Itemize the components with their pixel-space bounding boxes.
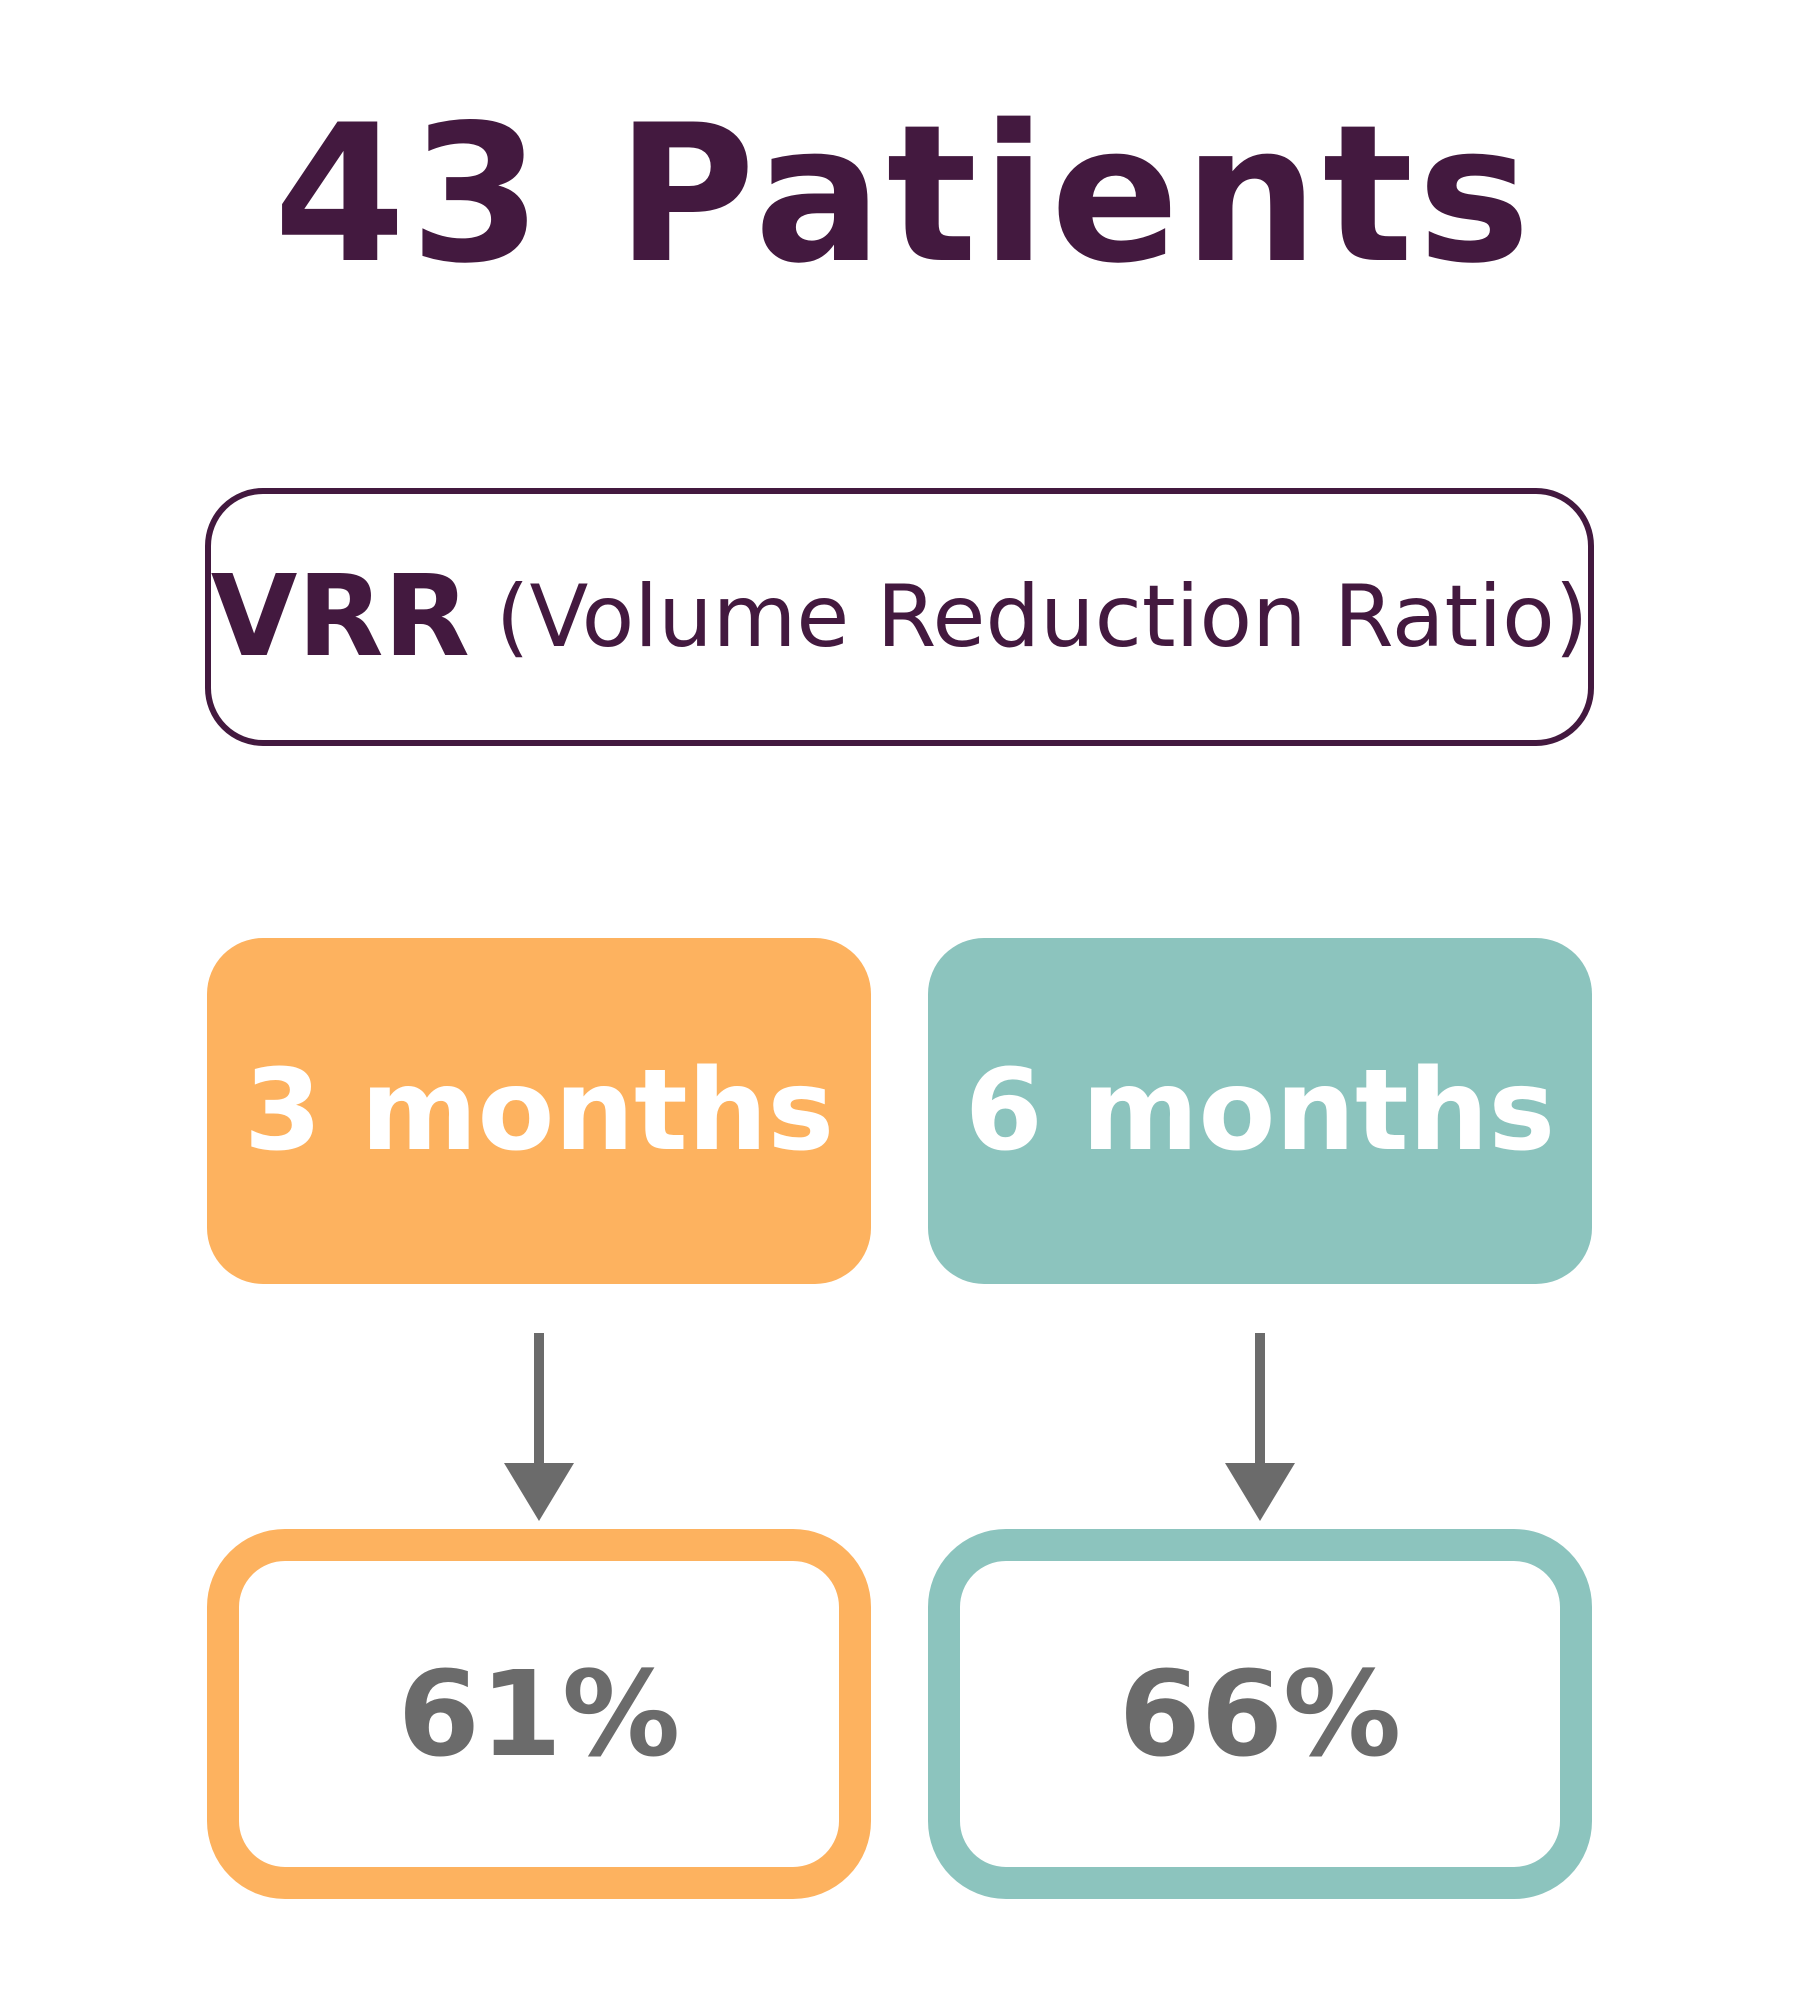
timepoint-label: 6 months bbox=[964, 1046, 1556, 1176]
down-arrow-icon bbox=[1225, 1333, 1295, 1521]
arrow-shaft bbox=[1255, 1333, 1265, 1468]
result-value: 66% bbox=[1118, 1645, 1402, 1783]
arrow-head bbox=[1225, 1463, 1295, 1521]
timepoint-box-3-months: 3 months bbox=[207, 938, 871, 1284]
vrr-abbreviation: VRR bbox=[210, 552, 470, 682]
arrow-shaft bbox=[534, 1333, 544, 1468]
page-title: 43 Patients bbox=[273, 84, 1535, 305]
timepoint-box-6-months: 6 months bbox=[928, 938, 1592, 1284]
result-box-6-months: 66% bbox=[928, 1529, 1592, 1899]
down-arrow-icon bbox=[504, 1333, 574, 1521]
timepoint-label: 3 months bbox=[243, 1046, 835, 1176]
arrow-head bbox=[504, 1463, 574, 1521]
vrr-definition-box: VRR (Volume Reduction Ratio) bbox=[205, 488, 1594, 746]
vrr-full-name: (Volume Reduction Ratio) bbox=[495, 567, 1589, 667]
result-value: 61% bbox=[397, 1645, 681, 1783]
result-box-3-months: 61% bbox=[207, 1529, 871, 1899]
